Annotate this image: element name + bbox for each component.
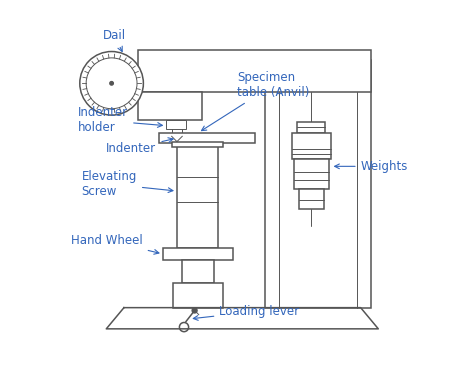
Text: Weights: Weights <box>335 160 408 173</box>
Polygon shape <box>106 308 378 329</box>
Bar <box>293 159 329 189</box>
Bar <box>159 133 255 144</box>
Bar <box>292 133 331 159</box>
Bar <box>172 142 223 147</box>
Bar <box>138 92 201 120</box>
Text: Elevating
Screw: Elevating Screw <box>82 170 173 198</box>
Text: Specimen
table (Anvil): Specimen table (Anvil) <box>201 71 310 131</box>
Bar <box>182 260 214 283</box>
Bar <box>297 122 325 133</box>
Text: Dail: Dail <box>103 29 126 52</box>
Circle shape <box>80 52 143 115</box>
Text: Hand Wheel: Hand Wheel <box>71 234 159 254</box>
Bar <box>138 50 371 92</box>
Text: Loading lever: Loading lever <box>193 305 300 320</box>
Bar <box>173 283 223 308</box>
Bar <box>177 144 218 248</box>
Text: Indenter
holder: Indenter holder <box>78 106 162 134</box>
Bar <box>265 60 371 308</box>
Bar <box>163 248 234 260</box>
Bar <box>166 120 186 129</box>
Circle shape <box>110 82 113 85</box>
Text: Indenter: Indenter <box>106 138 173 155</box>
Circle shape <box>192 308 197 313</box>
Bar <box>299 189 324 209</box>
